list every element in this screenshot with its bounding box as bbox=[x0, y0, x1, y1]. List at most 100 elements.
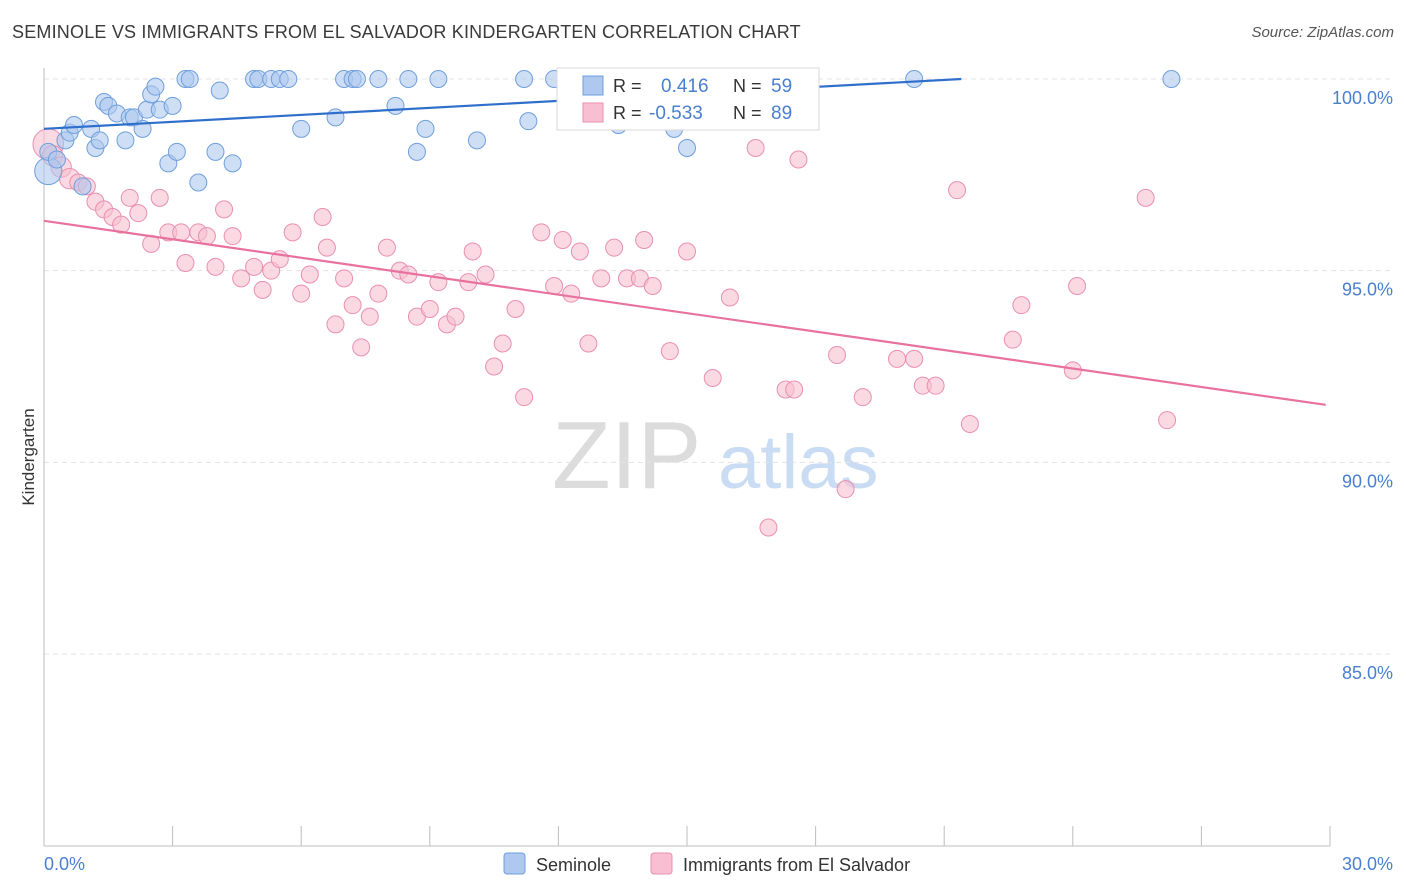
elsalvador-point-55 bbox=[553, 231, 572, 249]
legend-r-value-2: -0.533 bbox=[649, 103, 703, 124]
elsalvador-point-28 bbox=[292, 284, 311, 303]
elsalvador-point-34 bbox=[343, 296, 362, 315]
elsalvador-point-54 bbox=[545, 277, 564, 295]
elsalvador-point-63 bbox=[635, 231, 654, 249]
seminole-point-42 bbox=[399, 70, 418, 88]
series-legend: Seminole Immigrants from El Salvador bbox=[503, 852, 910, 875]
seminole-point-27 bbox=[206, 142, 225, 161]
elsalvador-point-24 bbox=[253, 280, 272, 299]
elsalvador-point-67 bbox=[703, 369, 722, 387]
elsalvador-point-33 bbox=[335, 269, 354, 288]
seminole-point-5 bbox=[65, 116, 84, 134]
seminole-point-2 bbox=[47, 150, 66, 169]
y-axis-label: Kindergarten bbox=[19, 408, 38, 505]
watermark-zip: ZIP bbox=[552, 402, 701, 509]
seminole-point-9 bbox=[90, 131, 109, 150]
elsalvador-point-76 bbox=[853, 388, 872, 407]
elsalvador-point-22 bbox=[232, 269, 251, 288]
seminole-point-26 bbox=[189, 173, 208, 192]
source-credit: Source: ZipAtlas.com bbox=[1251, 24, 1394, 41]
elsalvador-point-57 bbox=[570, 242, 589, 261]
x-tick-label-0: 0.0% bbox=[44, 854, 85, 874]
legend-swatch-blue bbox=[582, 75, 604, 96]
elsalvador-point-80 bbox=[926, 376, 945, 395]
elsalvador-point-21 bbox=[223, 227, 242, 246]
elsalvador-point-56 bbox=[562, 284, 581, 303]
elsalvador-point-15 bbox=[172, 223, 191, 242]
seminole-point-19 bbox=[146, 77, 165, 96]
elsalvador-point-84 bbox=[1012, 296, 1031, 315]
seminole-point-39 bbox=[347, 70, 366, 88]
y-tick-label-0: 85.0% bbox=[1342, 663, 1393, 683]
seminole-point-54 bbox=[678, 139, 696, 157]
legend-r-label-2: R = bbox=[613, 103, 642, 123]
elsalvador-point-88 bbox=[1158, 411, 1177, 430]
legend-n-label-1: N = bbox=[733, 76, 762, 96]
seminole-point-35 bbox=[292, 119, 311, 138]
y-tick-label-1: 90.0% bbox=[1342, 471, 1393, 491]
elsalvador-point-9 bbox=[112, 215, 131, 234]
elsalvador-point-64 bbox=[643, 277, 662, 295]
seminole-point-45 bbox=[429, 70, 448, 88]
seminole-point-46 bbox=[467, 131, 486, 150]
seminole-point-25 bbox=[180, 70, 199, 88]
elsalvador-point-73 bbox=[789, 150, 808, 169]
elsalvador-point-23 bbox=[245, 257, 264, 276]
stats-legend: R = 0.416 N = 59 R = -0.533 N = 89 bbox=[556, 67, 820, 131]
elsalvador-point-29 bbox=[300, 265, 319, 284]
seminole-point-36 bbox=[326, 108, 345, 127]
legend-seminole-swatch bbox=[503, 852, 526, 875]
seminole-point-23 bbox=[167, 142, 186, 161]
elsalvador-point-58 bbox=[579, 334, 598, 353]
elsalvador-point-36 bbox=[360, 307, 379, 326]
x-ticks bbox=[43, 826, 1331, 846]
elsalvador-point-30 bbox=[313, 208, 332, 226]
elsalvador-point-45 bbox=[446, 307, 465, 326]
elsalvador-point-37 bbox=[369, 284, 388, 303]
elsalvador-point-66 bbox=[678, 242, 696, 261]
elsalvador-point-60 bbox=[605, 238, 624, 257]
legend-n-label-2: N = bbox=[733, 103, 762, 123]
elsalvador-point-83 bbox=[1003, 330, 1022, 349]
legend-r-value-1: 0.416 bbox=[661, 76, 709, 97]
seminole-point-40 bbox=[369, 70, 388, 88]
elsalvador-point-10 bbox=[120, 188, 139, 207]
elsalvador-point-74 bbox=[828, 346, 847, 364]
elsalvador-point-19 bbox=[206, 257, 225, 276]
elsalvador-point-38 bbox=[377, 238, 396, 257]
elsalvador-point-53 bbox=[532, 223, 551, 242]
elsalvador-point-20 bbox=[215, 200, 234, 219]
elsalvador-point-32 bbox=[326, 315, 345, 334]
elsalvador-point-81 bbox=[948, 181, 967, 200]
legend-elsalvador-label: Immigrants from El Salvador bbox=[683, 855, 910, 875]
elsalvador-point-51 bbox=[506, 300, 525, 318]
seminole-point-34 bbox=[279, 70, 298, 88]
legend-swatch-pink bbox=[582, 102, 604, 123]
seminole-point-13 bbox=[116, 131, 135, 150]
elsalvador-point-70 bbox=[759, 518, 778, 537]
elsalvador-point-27 bbox=[283, 223, 302, 242]
seminole-point-44 bbox=[416, 119, 435, 138]
y-tick-labels: 85.0% 90.0% 95.0% 100.0% bbox=[1332, 88, 1393, 683]
seminole-point-22 bbox=[163, 96, 182, 115]
seminole-point-43 bbox=[407, 142, 426, 161]
elsalvador-point-68 bbox=[720, 288, 739, 307]
seminole-point-47 bbox=[515, 70, 534, 88]
seminole-point-41 bbox=[386, 96, 405, 115]
legend-r-label-1: R = bbox=[613, 76, 642, 96]
elsalvador-point-31 bbox=[317, 238, 336, 257]
seminole-point-58 bbox=[1162, 70, 1181, 88]
elsalvador-point-59 bbox=[592, 269, 611, 288]
y-tick-label-3: 100.0% bbox=[1332, 88, 1393, 108]
elsalvador-point-47 bbox=[463, 242, 482, 261]
elsalvador-point-13 bbox=[150, 188, 169, 207]
elsalvador-point-78 bbox=[905, 349, 924, 368]
elsalvador-point-87 bbox=[1136, 188, 1155, 207]
elsalvador-point-18 bbox=[197, 227, 216, 246]
elsalvador-point-42 bbox=[420, 300, 439, 318]
elsalvador-point-82 bbox=[960, 415, 979, 433]
x-tick-labels: 0.0% 30.0% bbox=[44, 854, 1393, 874]
chart-title: SEMINOLE VS IMMIGRANTS FROM EL SALVADOR … bbox=[12, 22, 801, 42]
seminole-point-28 bbox=[210, 81, 229, 100]
